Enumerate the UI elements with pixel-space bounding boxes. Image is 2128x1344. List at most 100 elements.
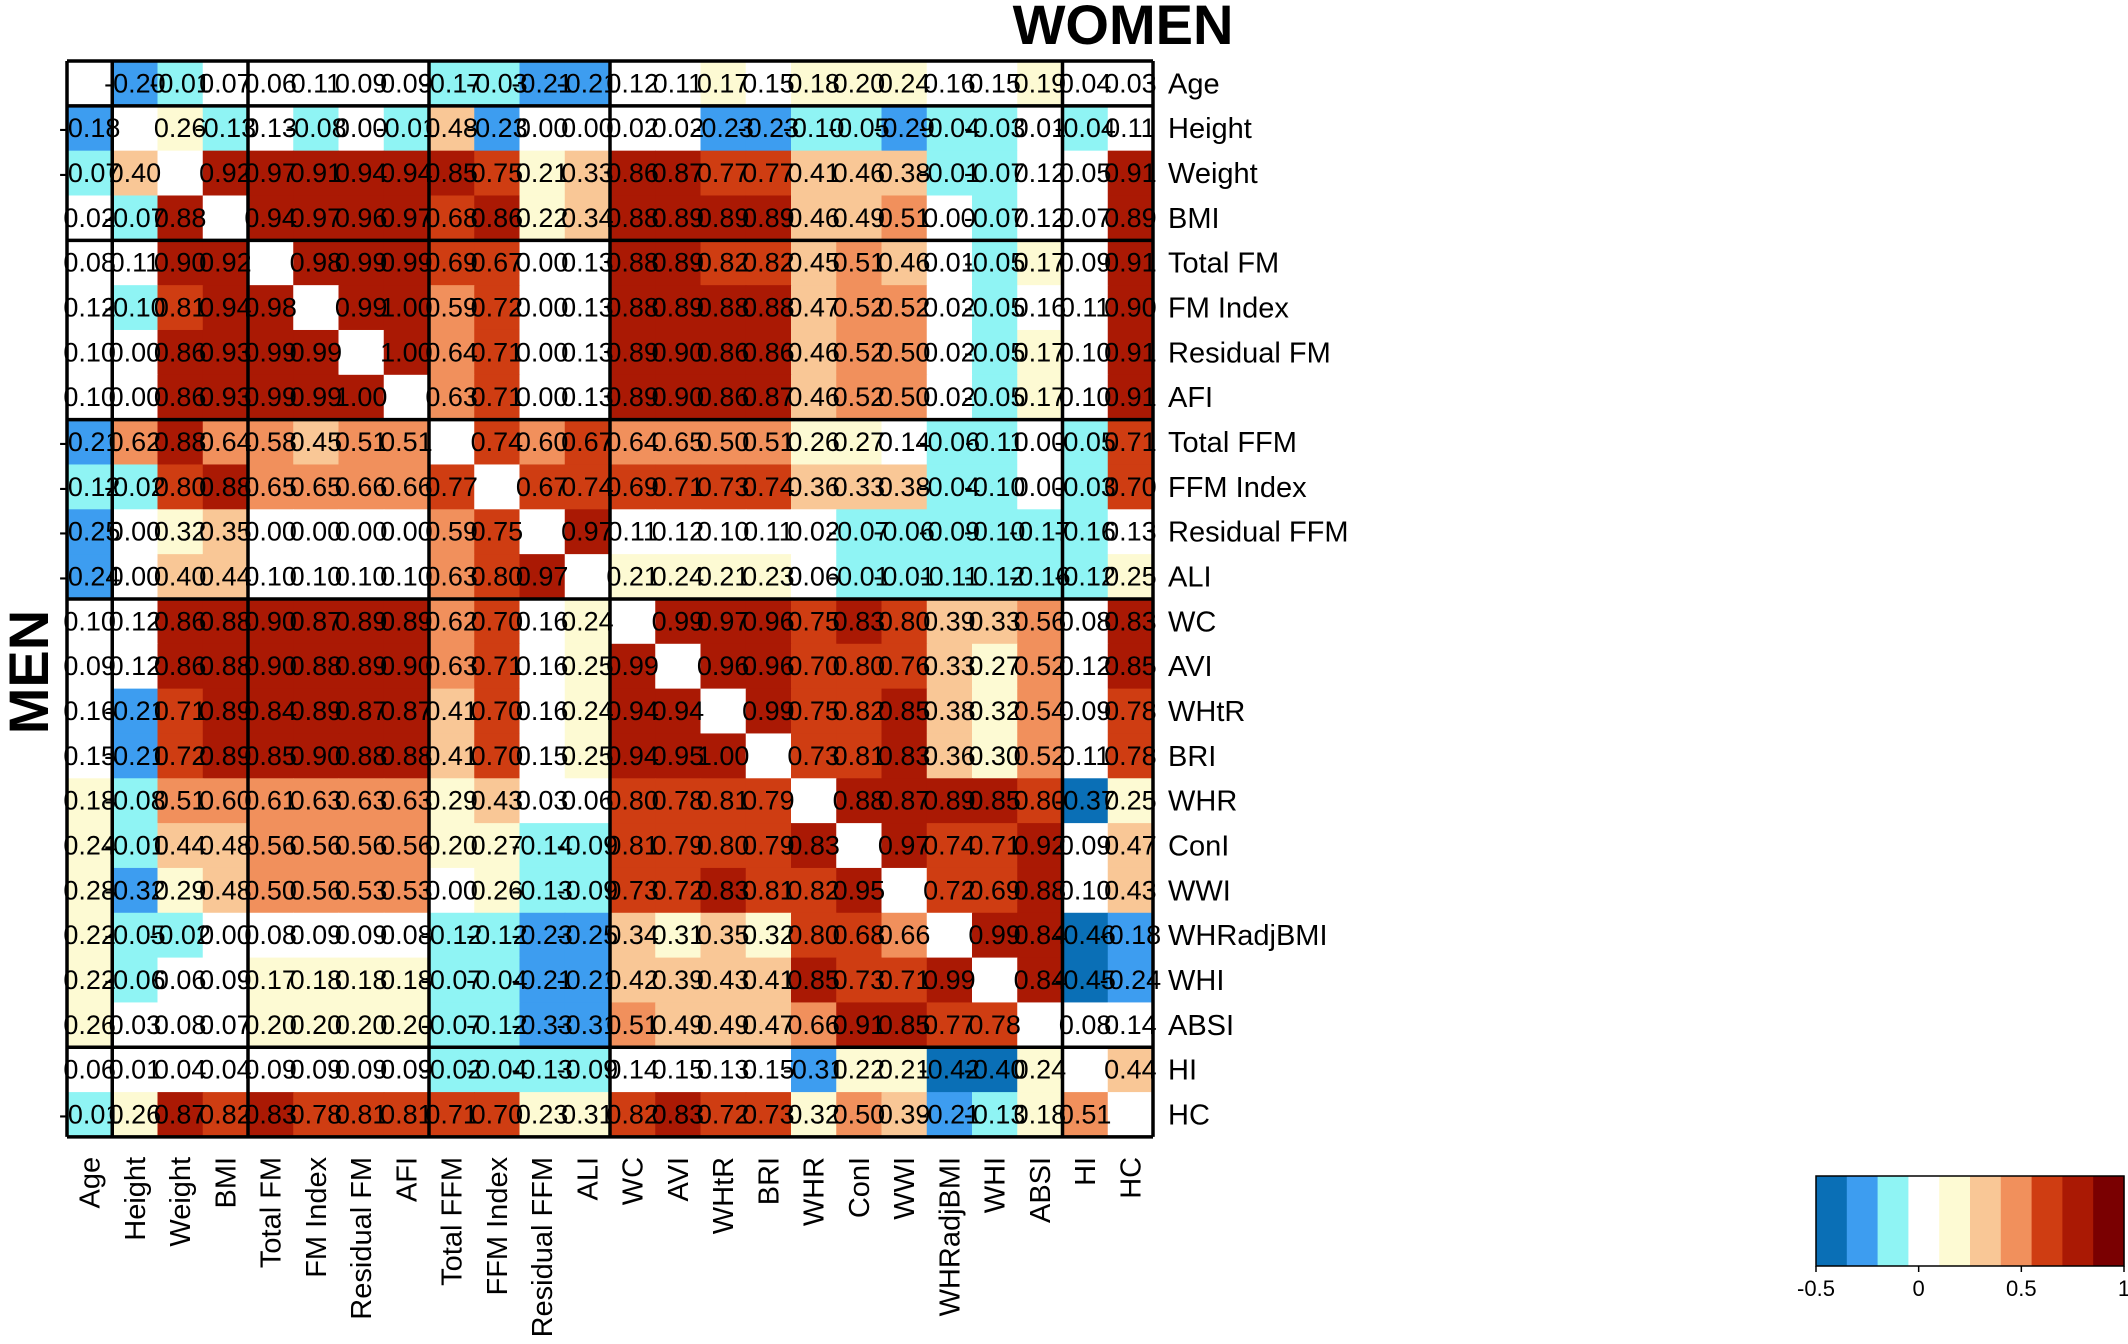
heatmap-cell [474,643,521,690]
heatmap-cell [157,61,204,107]
column-label: FM Index [301,1156,333,1277]
heatmap-cell [700,61,747,107]
heatmap-cell [202,912,249,959]
cell-value-label: 0.51 [1059,1100,1112,1130]
heatmap-cell [791,419,837,466]
heatmap-cell [112,1002,159,1048]
cell-value-label: 0.17 [1014,248,1067,278]
heatmap-value-labels: -0.20-0.010.070.060.110.090.09-0.17-0.03… [59,68,1161,1129]
cell-value-label: -0.12 [421,920,483,950]
heatmap-cell [700,1047,747,1093]
heatmap-cell [610,554,656,600]
cell-value-label: 0.90 [652,382,705,412]
cell-value-label: 0.00 [425,875,478,905]
heatmap-cell [202,285,249,331]
heatmap-cell [1017,464,1064,510]
heatmap-cell [293,823,340,869]
heatmap-cell [112,105,159,152]
cell-value-label: 0.73 [833,965,886,995]
cell-value-label: 0.99 [968,920,1021,950]
heatmap-cell [1062,957,1109,1004]
heatmap-cell [972,733,1018,779]
heatmap-cell [112,733,159,779]
heatmap-cell [564,61,611,107]
legend-swatch [1970,1176,2002,1266]
heatmap-cell [745,778,792,824]
column-label: Residual FFM [527,1157,559,1338]
cell-value-label: 0.06 [244,68,297,98]
cell-value-label: -0.09 [919,517,981,547]
heatmap-cell [157,464,204,510]
heatmap-cell [972,912,1018,959]
heatmap-cell [972,778,1018,824]
cell-value-label: -0.02 [104,472,166,502]
heatmap-cell [338,688,385,735]
cell-value-label: 0.72 [923,875,976,905]
heatmap-cell [474,957,521,1004]
heatmap-cell [429,105,475,152]
heatmap-cell [745,195,792,241]
heatmap-cell [1062,733,1109,779]
heatmap-cell [474,1002,521,1048]
heatmap-cell [972,105,1018,152]
heatmap-cell [881,240,928,286]
heatmap-cell [202,957,249,1004]
cell-value-label: 0.11 [110,248,161,278]
heatmap-cell [248,285,294,331]
cell-value-label: 0.10 [290,562,343,592]
heatmap-cell [474,867,521,914]
heatmap-cell [338,957,385,1004]
heatmap-cell [564,733,611,779]
cell-value-label: 0.82 [697,248,750,278]
heatmap-cell [519,957,566,1004]
heatmap-cell [1017,419,1064,466]
heatmap-cell [1107,329,1154,376]
cell-value-label: -0.10 [964,472,1026,502]
heatmap-cell [926,1047,973,1093]
heatmap-cell [519,285,566,331]
cell-value-label: 0.87 [742,382,795,412]
heatmap-cell [338,554,385,600]
heatmap-cell [700,912,747,959]
heatmap-cell [202,1092,249,1138]
cell-value-label: 0.99 [290,382,343,412]
cell-value-label: 0.08 [1059,606,1112,636]
heatmap-cell [1017,150,1064,197]
cell-value-label: 0.80 [833,651,886,681]
heatmap-cell [791,778,837,824]
cell-value-label: 0.52 [833,337,886,367]
cell-value-label: 0.84 [1014,920,1067,950]
heatmap-cell [655,1002,702,1048]
cell-value-label: 0.89 [697,203,750,233]
heatmap-cell [519,240,566,286]
heatmap-cell [655,912,702,959]
heatmap-cell [338,509,385,555]
heatmap-cell [1017,329,1064,376]
heatmap-cell [293,509,340,555]
heatmap-cell [112,643,159,690]
cell-value-label: -0.01 [59,1100,121,1130]
heatmap-cell [519,643,566,690]
cell-value-label: 0.26 [787,427,840,457]
heatmap-cell [519,329,566,376]
heatmap-cell [383,464,430,510]
cell-value-label: -0.09 [557,831,619,861]
heatmap-cell [610,464,656,510]
cell-value-label: 0.89 [923,786,976,816]
heatmap-cell [429,867,475,914]
heatmap-cell [1107,1092,1154,1138]
cell-value-label: 0.89 [742,203,795,233]
cell-value-label: 0.68 [833,920,886,950]
heatmap-cell [881,464,928,510]
heatmap-cell [1107,240,1154,286]
cell-value-label: 0.00 [244,517,297,547]
heatmap-cell [881,554,928,600]
cell-value-label: 0.72 [154,741,207,771]
heatmap-cell [474,823,521,869]
cell-value-label: 0.30 [968,741,1021,771]
heatmap-cell [836,329,883,376]
cell-value-label: 0.39 [923,606,976,636]
cell-value-label: 0.02 [652,113,705,143]
cell-value-label: 0.77 [425,472,478,502]
cell-value-label: 0.09 [1059,696,1112,726]
